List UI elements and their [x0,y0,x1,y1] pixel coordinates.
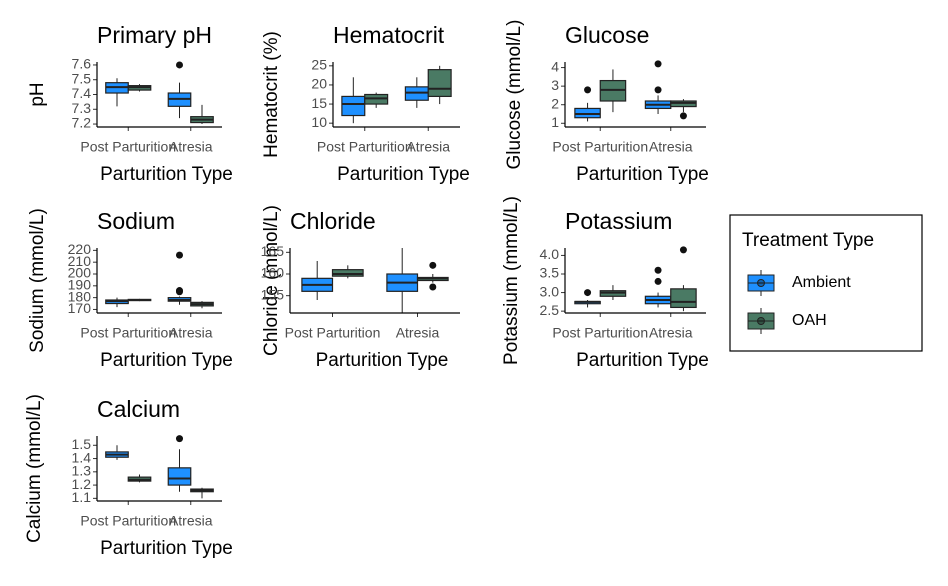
y-tick-label: 1.3 [72,463,92,479]
x-axis-label: Parturition Type [100,350,233,371]
x-axis-label: Parturition Type [576,350,709,371]
y-axis-label: pH [27,82,48,106]
y-tick-label: 1 [551,114,559,130]
y-tick-label: 7.2 [72,115,92,131]
legend-point [757,317,765,325]
x-tick-label: Atresia [169,513,213,529]
outlier [176,251,183,259]
y-tick-label: 220 [68,241,92,257]
outlier [679,246,687,254]
outlier [584,86,592,94]
outlier [176,288,183,296]
y-axis-label: Glucose (mmol/L) [504,20,525,170]
y-axis-label: Hematocrit (%) [261,31,282,158]
y-tick-label: 7.4 [72,85,92,101]
y-tick-label: 1.1 [72,489,92,505]
box [427,69,452,98]
y-tick-label: 25 [311,57,327,73]
y-tick-label: 155 [261,286,285,302]
outlier [654,60,662,68]
panel-title: Hematocrit [333,22,445,48]
y-axis-label: Sodium (mmol/L) [27,208,48,353]
y-tick-label: 3.0 [540,283,560,299]
y-axis-label: Calcium (mmol/L) [24,394,45,543]
outlier [176,435,183,443]
outlier [429,261,437,269]
x-axis-label: Parturition Type [100,538,233,559]
y-axis-label: Chloride (mmol/L) [261,205,282,356]
y-tick-label: 7.6 [72,56,92,72]
y-tick-label: 170 [68,300,92,316]
x-axis-label: Parturition Type [100,164,233,185]
y-tick-label: 200 [68,265,92,281]
y-tick-label: 165 [261,243,285,259]
x-tick-label: Atresia [396,325,440,341]
box [331,269,364,277]
panel-title: Glucose [565,22,649,48]
legend-label: Ambient [792,274,851,291]
outlier [654,86,662,94]
y-tick-label: 3 [551,77,559,93]
panel-title: Potassium [565,208,672,234]
outlier [654,266,662,274]
y-tick-label: 2 [551,95,559,111]
outlier [176,61,183,69]
outlier [654,277,662,285]
y-tick-label: 10 [311,114,327,130]
x-tick-label: Atresia [649,139,693,155]
x-tick-label: Post Parturition [285,325,381,341]
legend-title: Treatment Type [742,230,874,251]
x-tick-label: Post Parturition [552,139,648,155]
y-tick-label: 7.5 [72,70,92,86]
y-tick-label: 7.3 [72,100,92,116]
legend-point [757,279,765,287]
outlier [584,289,592,297]
x-tick-label: Atresia [169,325,213,341]
x-tick-label: Atresia [649,325,693,341]
y-tick-label: 1.5 [72,436,92,452]
y-tick-label: 180 [68,288,92,304]
y-tick-label: 1.2 [72,476,92,492]
x-tick-label: Atresia [169,139,213,155]
x-tick-label: Post Parturition [80,325,176,341]
outlier [679,112,687,120]
y-tick-label: 1.4 [72,449,92,465]
x-axis-label: Parturition Type [316,350,449,371]
x-axis-label: Parturition Type [337,164,470,185]
x-axis-label: Parturition Type [576,164,709,185]
y-tick-label: 20 [311,76,327,92]
x-tick-label: Post Parturition [80,513,176,529]
y-tick-label: 4 [551,58,559,74]
x-tick-label: Post Parturition [552,325,648,341]
box [670,288,697,309]
x-tick-label: Atresia [406,139,450,155]
x-tick-label: Post Parturition [317,139,413,155]
y-tick-label: 3.5 [540,265,560,281]
panel-title: Calcium [97,396,180,422]
box [167,467,192,486]
panel-title: Primary pH [97,22,212,48]
y-axis-label: Potassium (mmol/L) [501,196,522,365]
x-tick-label: Post Parturition [80,139,176,155]
legend-label: OAH [792,312,827,329]
y-tick-label: 15 [311,95,327,111]
y-tick-label: 210 [68,253,92,269]
y-tick-label: 2.5 [540,302,560,318]
box [341,95,366,117]
y-tick-label: 190 [68,277,92,293]
panel-title: Chloride [290,208,376,234]
panel-title: Sodium [97,208,175,234]
y-tick-label: 4.0 [540,246,560,262]
outlier [429,283,437,291]
y-tick-label: 160 [261,265,285,281]
